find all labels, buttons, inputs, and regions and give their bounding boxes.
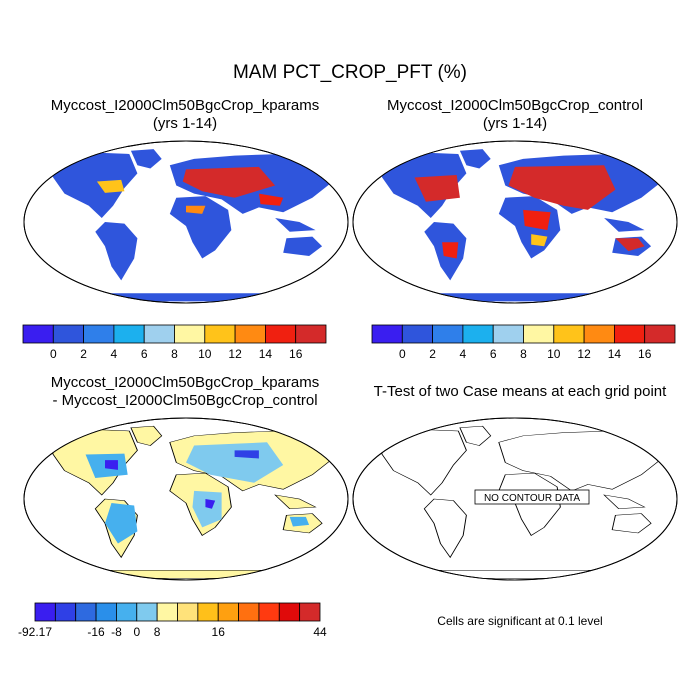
panel-kparams-title-line2: (yrs 1-14) — [152, 115, 218, 132]
colorbar-difference-tick-label: -16 — [87, 625, 105, 639]
colorbar-kparams-tick-label: 10 — [198, 347, 212, 361]
panel-difference-title-line2: - Myccost_I2000Clm50BgcCrop_control — [52, 392, 318, 409]
colorbar-control-tick-label: 0 — [399, 347, 406, 361]
colorbar-control-tick-label: 10 — [547, 347, 561, 361]
colorbar-difference-swatch — [156, 602, 178, 622]
map-kparams-crop-hotspots — [96, 166, 284, 214]
colorbar-kparams-tick-label: 0 — [50, 347, 57, 361]
panel-ttest-title: T-Test of two Case means at each grid po… — [355, 383, 685, 401]
panel-difference-title-line1: Myccost_I2000Clm50BgcCrop_kparams — [50, 374, 320, 391]
figure-title: MAM PCT_CROP_PFT (%) — [232, 62, 467, 83]
colorbar-difference-swatch — [75, 602, 97, 622]
panel-kparams-title-line1: Myccost_I2000Clm50BgcCrop_kparams — [50, 97, 320, 114]
no-contour-data-box — [474, 489, 590, 505]
colorbar-difference-tick-label: -8 — [111, 625, 122, 639]
colorbar-kparams-tick-label: 8 — [171, 347, 178, 361]
panel-control-title-line2: (yrs 1-14) — [482, 115, 548, 132]
colorbar-difference-swatch — [299, 602, 321, 622]
panel-control-title-line1: Myccost_I2000Clm50BgcCrop_control — [387, 97, 643, 114]
ttest-significance-note: Cells are significant at 0.1 level — [437, 614, 603, 628]
colorbar-difference-swatch — [197, 602, 219, 622]
colorbar-kparams-tick-label: 2 — [80, 347, 87, 361]
colorbar-difference-tick-label: -92.17 — [18, 625, 52, 639]
colorbar-control-tick-label: 4 — [460, 347, 467, 361]
colorbar-control-tick-label: 12 — [577, 347, 591, 361]
colorbar-control-swatch — [644, 324, 676, 344]
map-difference-changes — [85, 442, 310, 544]
colorbar-difference-tick-label: 44 — [313, 625, 327, 639]
colorbar-control-tick-label: 8 — [520, 347, 527, 361]
colorbar-kparams-swatch — [295, 324, 327, 344]
colorbar-control-tick-label: 2 — [429, 347, 436, 361]
colorbar-difference-swatch — [95, 602, 117, 622]
colorbar-difference-swatch — [54, 602, 77, 622]
colorbar-difference-swatch — [136, 602, 158, 622]
colorbar-kparams-tick-label: 6 — [141, 347, 148, 361]
colorbar-kparams-tick-label: 12 — [228, 347, 242, 361]
map-control-crop-hotspots — [414, 165, 645, 259]
panel-kparams-title: Myccost_I2000Clm50BgcCrop_kparams (yrs 1… — [25, 97, 345, 133]
no-contour-data-label: NO CONTOUR DATA — [484, 493, 580, 504]
colorbar-difference-swatch — [34, 602, 56, 622]
colorbar-difference-tick-label: 0 — [133, 625, 140, 639]
panel-ttest-title-line1: T-Test of two Case means at each grid po… — [373, 383, 667, 400]
colorbar-control-tick-label: 16 — [638, 347, 652, 361]
panel-control-title: Myccost_I2000Clm50BgcCrop_control (yrs 1… — [355, 97, 675, 133]
colorbar-control-tick-label: 14 — [608, 347, 622, 361]
colorbar-kparams-tick-label: 16 — [289, 347, 303, 361]
colorbar-difference-swatch — [177, 602, 199, 622]
colorbar-difference-swatch — [116, 602, 138, 622]
colorbar-difference-swatch — [278, 602, 301, 622]
colorbar-kparams-tick-label: 4 — [111, 347, 118, 361]
colorbar-difference-tick-label: 8 — [154, 625, 161, 639]
colorbar-difference-swatch — [258, 602, 280, 622]
panel-difference-title: Myccost_I2000Clm50BgcCrop_kparams - Mycc… — [15, 374, 355, 410]
colorbar-control-tick-label: 6 — [490, 347, 497, 361]
colorbar-difference-tick-label: 16 — [212, 625, 226, 639]
colorbar-difference-swatch — [238, 602, 260, 622]
colorbar-difference-swatch — [217, 602, 239, 622]
colorbar-kparams-tick-label: 14 — [259, 347, 273, 361]
